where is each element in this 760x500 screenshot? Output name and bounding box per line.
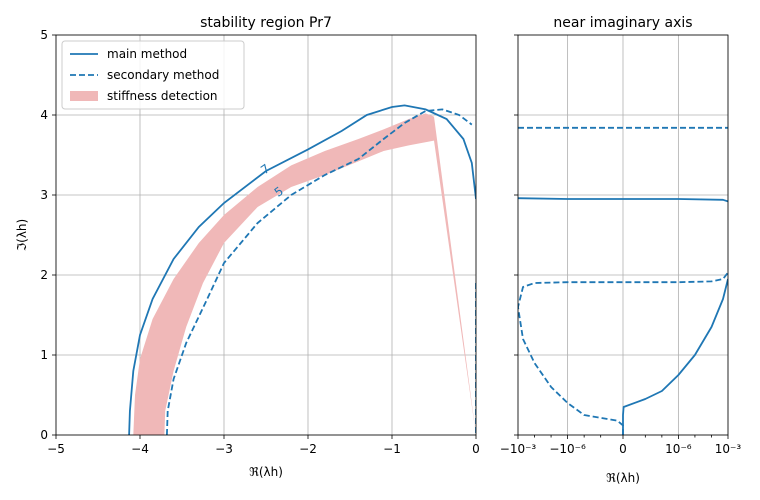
left-xtick-label: 0	[472, 442, 480, 456]
left-xtick-label: −3	[215, 442, 233, 456]
main-method-line	[518, 197, 728, 203]
right-ticks: −10⁻³ −10⁻⁶ 0 10⁻⁶ 10⁻³	[500, 34, 742, 456]
left-xtick-label: −1	[383, 442, 401, 456]
right-title: near imaginary axis	[553, 15, 692, 31]
left-ytick-label: 3	[40, 188, 48, 202]
left-ylabel: ℑ(λh)	[15, 219, 29, 251]
left-xtick-label: −5	[47, 442, 65, 456]
stiffness-detection-area	[133, 113, 476, 435]
left-ytick-label: 4	[40, 108, 48, 122]
right-xtick-label: 0	[619, 442, 627, 456]
right-xtick-label: 10⁻⁶	[665, 442, 692, 456]
left-series-lines	[128, 104, 476, 435]
right-xtick-label: −10⁻³	[500, 442, 537, 456]
left-ytick-label: 5	[40, 28, 48, 42]
main-method-line	[128, 104, 476, 435]
legend-frame	[61, 40, 245, 110]
left-xtick-label: −4	[131, 442, 149, 456]
right-grid	[517, 34, 729, 436]
legend-main-label: main method	[107, 47, 187, 61]
legend-stiffness-swatch	[70, 91, 98, 101]
right-xtick-label: 10⁻³	[715, 442, 742, 456]
left-axes-frame	[55, 34, 477, 436]
left-ticks: −5 −4 −3 −2 −1 0 0 1 2 3 4 5	[40, 28, 479, 456]
secondary-method-line	[166, 108, 473, 435]
stiffness-detection-fill	[133, 113, 476, 435]
legend-secondary-label: secondary method	[107, 68, 219, 82]
main-method-line	[622, 278, 728, 435]
right-series-lines	[518, 126, 728, 435]
left-xlabel: ℜ(λh)	[249, 465, 283, 479]
left-ytick-label: 2	[40, 268, 48, 282]
secondary-method-line	[518, 272, 728, 435]
legend: main method secondary method stiffness d…	[61, 40, 245, 110]
legend-stiffness-label: stiffness detection	[107, 89, 218, 103]
left-ytick-label: 0	[40, 428, 48, 442]
left-xtick-label: −2	[299, 442, 317, 456]
near-imaginary-axis-panel: −10⁻³ −10⁻⁶ 0 10⁻⁶ 10⁻³ near imaginary axis …	[500, 15, 742, 485]
left-title: stability region Pr7	[200, 15, 332, 31]
right-xlabel: ℜ(λh)	[606, 471, 640, 485]
left-ytick-label: 1	[40, 348, 48, 362]
right-xtick-label: −10⁻⁶	[549, 442, 586, 456]
